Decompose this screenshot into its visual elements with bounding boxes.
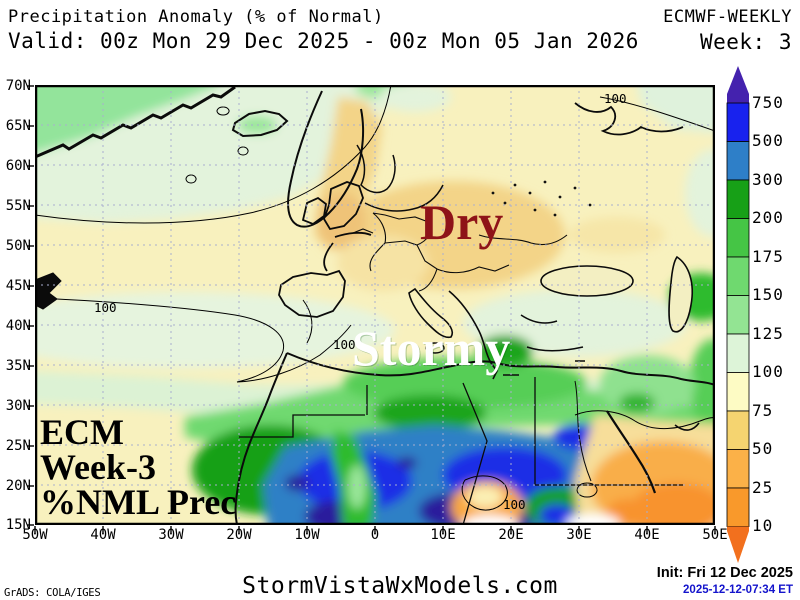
coastlines: [35, 85, 715, 525]
lon-label-0: 0: [370, 527, 380, 543]
europe-africa-precip-map: 100 100 100 100 Dry Stormy ECM Week-3 %N…: [35, 85, 715, 525]
corner-annotation-line3: %NML Prec: [40, 482, 237, 522]
lon-label-20w: 20W: [226, 527, 252, 543]
cb-label-500: 500: [752, 131, 784, 150]
lon-label-40w: 40W: [90, 527, 116, 543]
cb-label-200: 200: [752, 208, 784, 227]
contour-label-100: 100: [94, 300, 117, 315]
cb-label-300: 300: [752, 170, 784, 189]
model-label: ECMWF-WEEKLY: [663, 7, 792, 27]
lat-label-20n: 20N: [5, 478, 31, 494]
lon-label-40e: 40E: [634, 527, 660, 543]
anomaly-field-layer: [35, 85, 715, 525]
lon-label-10e: 10E: [430, 527, 456, 543]
stormy-annotation: Stormy: [352, 320, 511, 376]
lon-label-30w: 30W: [158, 527, 184, 543]
cb-label-75: 75: [752, 401, 774, 420]
lon-label-50w: 50W: [22, 527, 48, 543]
site-watermark: StormVistaWxModels.com: [242, 573, 558, 599]
lon-label-30e: 30E: [566, 527, 592, 543]
lon-label-20e: 20E: [498, 527, 524, 543]
corner-annotation-line2: Week-3: [40, 447, 156, 487]
cb-label-10: 10: [752, 516, 774, 535]
lat-label-55n: 55N: [5, 198, 31, 214]
lat-label-65n: 65N: [5, 118, 31, 134]
lat-label-40n: 40N: [5, 318, 31, 334]
lat-label-25n: 25N: [5, 438, 31, 454]
colorbar: [726, 66, 750, 563]
init-time: Init: Fri 12 Dec 2025: [656, 565, 793, 581]
cb-label-175: 175: [752, 247, 784, 266]
dry-annotation: Dry: [420, 194, 504, 250]
week-badge: Week: 3: [699, 30, 792, 54]
render-timestamp: 2025-12-12-07:34 ET: [683, 584, 793, 596]
corner-annotation-line1: ECM: [40, 412, 124, 452]
lat-label-50n: 50N: [5, 238, 31, 254]
contour-label-100: 100: [503, 497, 526, 512]
cb-label-100: 100: [752, 362, 784, 381]
valid-range: Valid: 00z Mon 29 Dec 2025 - 00z Mon 05 …: [8, 29, 639, 53]
lon-label-10w: 10W: [294, 527, 320, 543]
lat-label-15n: 15N: [5, 517, 31, 533]
lat-label-70n: 70N: [5, 78, 31, 94]
lat-label-30n: 30N: [5, 398, 31, 414]
cb-label-125: 125: [752, 324, 784, 343]
cb-label-750: 750: [752, 93, 784, 112]
lat-label-35n: 35N: [5, 358, 31, 374]
map-frame: [35, 85, 715, 525]
contour-label-100: 100: [333, 337, 356, 352]
contour-label-100: 100: [604, 91, 627, 106]
grads-credit: GrADS: COLA/IGES: [4, 587, 101, 599]
cb-label-50: 50: [752, 439, 774, 458]
colorbar-arrow-up: [727, 66, 749, 103]
map-svg: 100 100 100 100: [35, 85, 715, 525]
page-title: Precipitation Anomaly (% of Normal): [8, 7, 384, 27]
lat-label-60n: 60N: [5, 158, 31, 174]
lat-label-45n: 45N: [5, 278, 31, 294]
cb-label-25: 25: [752, 478, 774, 497]
lon-label-50e: 50E: [702, 527, 728, 543]
cb-label-150: 150: [752, 285, 784, 304]
lake-specks: [491, 180, 592, 217]
